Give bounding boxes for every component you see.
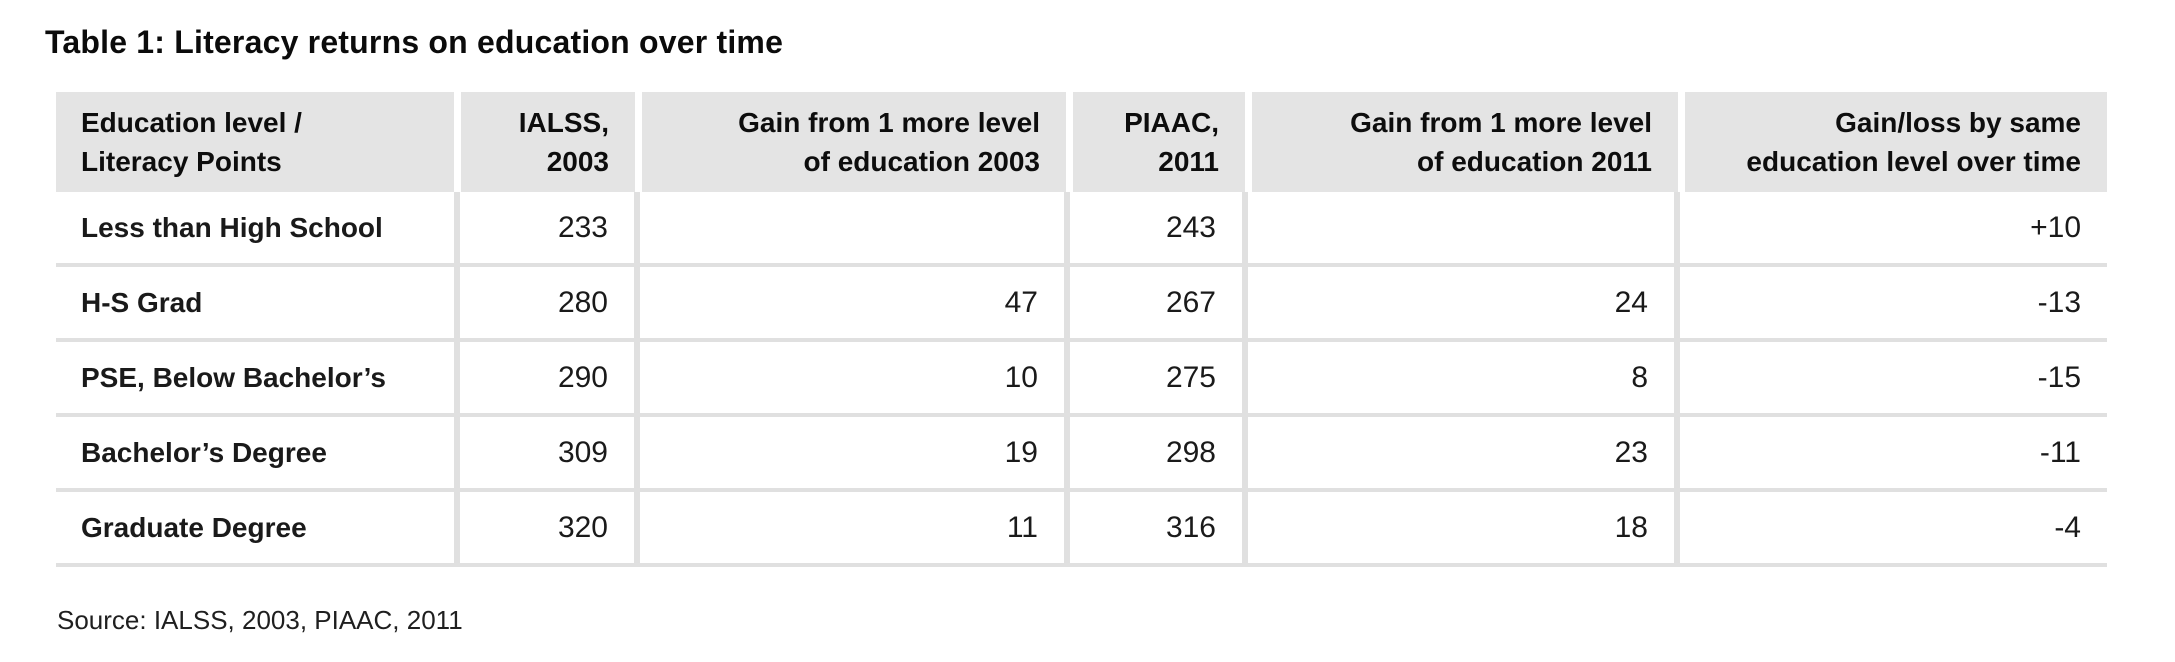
value-cell: 11: [640, 492, 1064, 563]
value-cell: 275: [1070, 342, 1242, 413]
table-row: Graduate Degree 320 11 316 18 -4: [56, 492, 2107, 567]
value-cell: -11: [1680, 417, 2107, 488]
value-cell: 24: [1248, 267, 1674, 338]
row-label-cell: Graduate Degree: [56, 492, 454, 563]
value-cell: 233: [460, 192, 634, 263]
value-cell: 298: [1070, 417, 1242, 488]
row-label-cell: Less than High School: [56, 192, 454, 263]
row-label-cell: PSE, Below Bachelor’s: [56, 342, 454, 413]
page-title: Table 1: Literacy returns on education o…: [45, 24, 784, 60]
value-cell: -15: [1680, 342, 2107, 413]
value-cell: 280: [460, 267, 634, 338]
column-header: Gain from 1 more level of education 2011: [1252, 92, 1678, 192]
header-row: Education level / Literacy Points IALSS, …: [56, 92, 2107, 192]
column-header: Gain from 1 more level of education 2003: [642, 92, 1066, 192]
value-cell: 267: [1070, 267, 1242, 338]
value-cell: 8: [1248, 342, 1674, 413]
value-cell: 10: [640, 342, 1064, 413]
table-row: H-S Grad 280 47 267 24 -13: [56, 267, 2107, 342]
value-cell: 47: [640, 267, 1064, 338]
row-label-cell: H-S Grad: [56, 267, 454, 338]
table-row: PSE, Below Bachelor’s 290 10 275 8 -15: [56, 342, 2107, 417]
column-header: Gain/loss by same education level over t…: [1685, 92, 2107, 192]
table-row: Less than High School 233 243 +10: [56, 192, 2107, 267]
value-cell: 309: [460, 417, 634, 488]
source-note: Source: IALSS, 2003, PIAAC, 2011: [57, 605, 463, 635]
value-cell: +10: [1680, 192, 2107, 263]
value-cell: [1248, 192, 1674, 263]
value-cell: 23: [1248, 417, 1674, 488]
column-header: PIAAC, 2011: [1073, 92, 1245, 192]
value-cell: [640, 192, 1064, 263]
value-cell: 18: [1248, 492, 1674, 563]
data-table: Education level / Literacy Points IALSS, …: [56, 92, 2107, 567]
column-header: Education level / Literacy Points: [56, 92, 454, 192]
column-header: IALSS, 2003: [461, 92, 635, 192]
value-cell: -4: [1680, 492, 2107, 563]
value-cell: 243: [1070, 192, 1242, 263]
row-label-cell: Bachelor’s Degree: [56, 417, 454, 488]
value-cell: -13: [1680, 267, 2107, 338]
value-cell: 290: [460, 342, 634, 413]
value-cell: 320: [460, 492, 634, 563]
table-row: Bachelor’s Degree 309 19 298 23 -11: [56, 417, 2107, 492]
page: Table 1: Literacy returns on education o…: [45, 24, 2107, 635]
value-cell: 316: [1070, 492, 1242, 563]
value-cell: 19: [640, 417, 1064, 488]
